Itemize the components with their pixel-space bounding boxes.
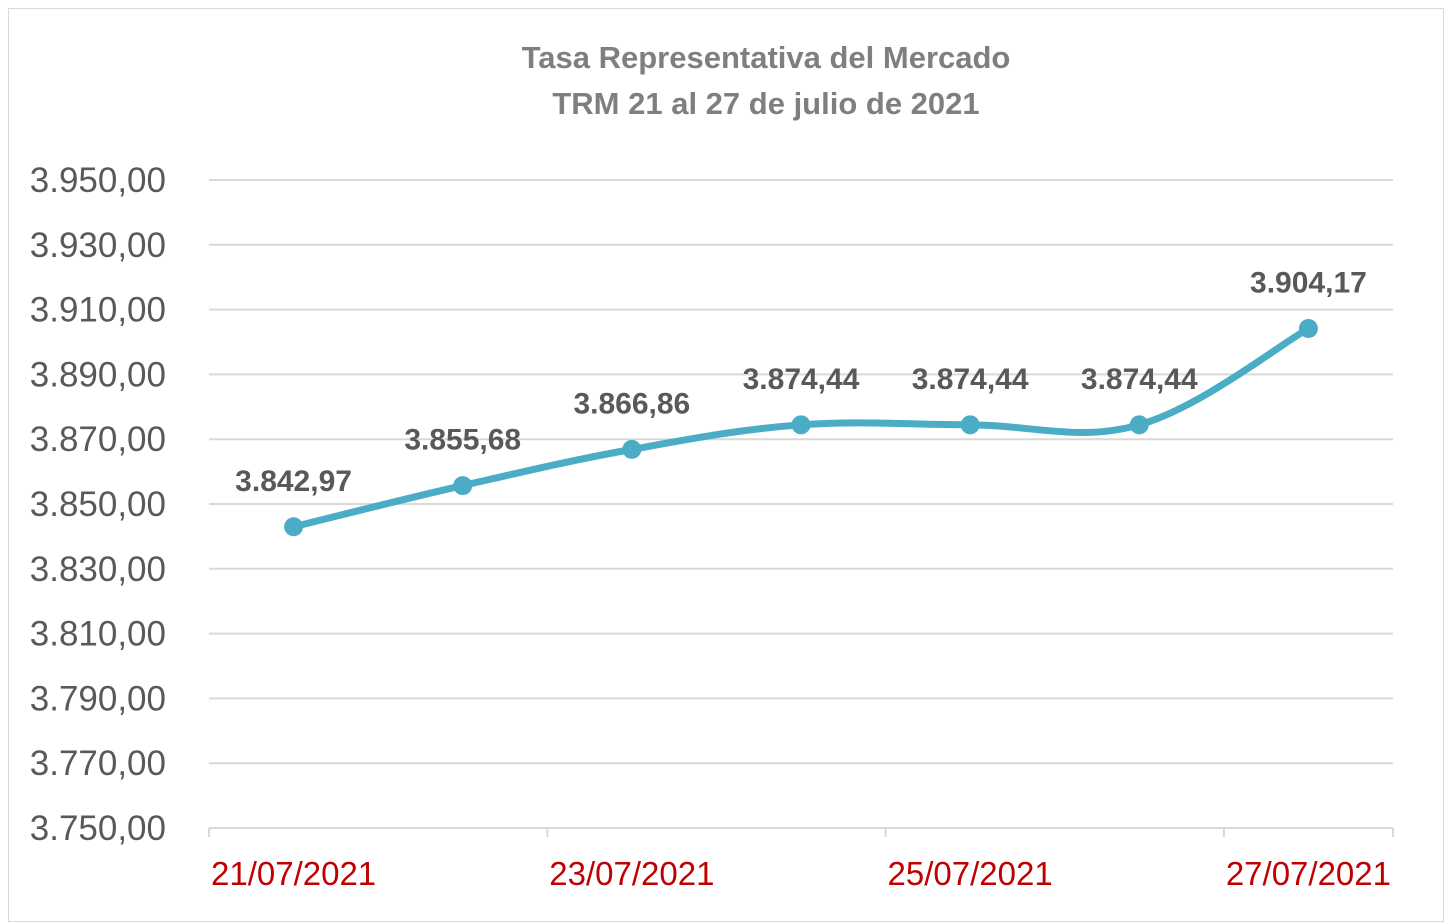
data-label: 3.855,68 bbox=[404, 424, 521, 457]
chart-subtitle: TRM 21 al 27 de julio de 2021 bbox=[552, 86, 979, 121]
gridlines bbox=[209, 179, 1393, 765]
data-labels: 3.842,97 3.855,68 3.866,86 3.874,44 3.874,44… bbox=[235, 266, 1367, 497]
data-label: 3.866,86 bbox=[573, 387, 690, 420]
series bbox=[284, 318, 1318, 537]
data-point bbox=[1129, 415, 1149, 435]
y-tick-label: 3.870,00 bbox=[30, 420, 166, 459]
x-axis bbox=[208, 827, 1394, 837]
y-tick-label: 3.810,00 bbox=[30, 615, 166, 654]
x-axis-ticks: 21/07/2021 23/07/2021 25/07/2021 27/07/2021 bbox=[211, 855, 1391, 892]
x-tick-label: 27/07/2021 bbox=[1226, 855, 1391, 892]
data-label: 3.904,17 bbox=[1250, 266, 1367, 299]
y-tick-label: 3.930,00 bbox=[30, 226, 166, 265]
x-tick-label: 25/07/2021 bbox=[888, 855, 1053, 892]
data-label: 3.874,44 bbox=[912, 363, 1029, 396]
y-tick-label: 3.770,00 bbox=[30, 744, 166, 783]
data-point bbox=[791, 415, 811, 435]
y-tick-label: 3.750,00 bbox=[30, 809, 166, 848]
y-tick-label: 3.890,00 bbox=[30, 355, 166, 394]
x-tick-label: 23/07/2021 bbox=[549, 855, 714, 892]
data-point bbox=[284, 517, 304, 537]
y-tick-label: 3.910,00 bbox=[30, 291, 166, 330]
y-axis-ticks: 3.750,00 3.770,00 3.790,00 3.810,00 3.830,00… bbox=[30, 161, 166, 848]
data-point bbox=[960, 415, 980, 435]
data-label: 3.842,97 bbox=[235, 465, 352, 498]
chart-frame bbox=[8, 8, 1444, 922]
data-point bbox=[1298, 318, 1318, 338]
data-label: 3.874,44 bbox=[743, 363, 860, 396]
y-tick-label: 3.790,00 bbox=[30, 679, 166, 718]
x-tick-label: 21/07/2021 bbox=[211, 855, 376, 892]
chart-title: Tasa Representativa del Mercado bbox=[522, 40, 1011, 75]
data-point bbox=[453, 476, 473, 496]
y-tick-label: 3.830,00 bbox=[30, 550, 166, 589]
data-point bbox=[622, 439, 642, 459]
y-tick-label: 3.950,00 bbox=[30, 161, 166, 200]
y-tick-label: 3.850,00 bbox=[30, 485, 166, 524]
data-label: 3.874,44 bbox=[1081, 363, 1198, 396]
